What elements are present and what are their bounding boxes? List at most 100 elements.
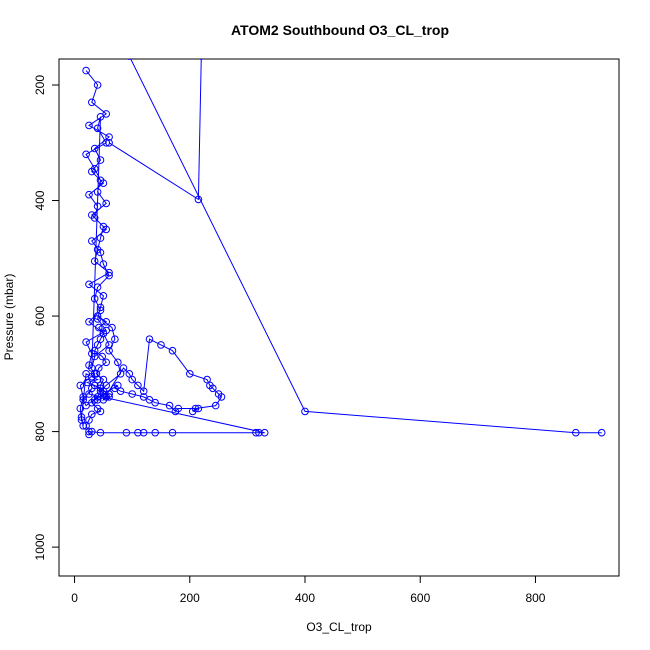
data-point	[95, 364, 103, 372]
x-tick-label: 200	[180, 591, 200, 605]
data-point	[79, 396, 87, 404]
data-point	[260, 428, 269, 437]
data-point	[252, 428, 260, 437]
data-point	[76, 381, 85, 390]
data-point	[171, 407, 180, 416]
data-point	[82, 401, 90, 410]
data-point	[90, 257, 99, 266]
data-point	[186, 370, 194, 378]
data-point	[93, 312, 102, 320]
data-point	[85, 427, 93, 436]
data-point	[93, 202, 102, 211]
data-point	[108, 323, 116, 332]
series-points	[76, 59, 606, 439]
series-line	[79, 70, 265, 436]
data-point	[90, 144, 99, 153]
data-point	[99, 292, 108, 300]
data-point	[93, 375, 102, 384]
chart-title: ATOM2 Southbound O3_CL_trop	[231, 22, 449, 38]
x-tick-label: 0	[71, 591, 78, 605]
data-point	[96, 176, 105, 185]
data-point	[85, 190, 93, 199]
data-point	[99, 329, 108, 338]
data-point	[105, 133, 113, 141]
data-point	[134, 381, 142, 390]
y-tick-label: 200	[33, 75, 47, 95]
y-axis-label: Pressure (mbar)	[2, 274, 16, 361]
x-tick-label: 800	[525, 591, 545, 605]
data-point	[88, 427, 96, 436]
data-point	[98, 352, 106, 361]
data-point	[119, 364, 128, 372]
data-point	[76, 404, 85, 413]
data-point	[572, 428, 580, 437]
data-point	[77, 413, 86, 421]
data-point	[105, 139, 113, 147]
data-point	[139, 428, 148, 437]
data-point	[85, 318, 93, 326]
data-point	[102, 358, 110, 367]
data-point	[194, 404, 203, 413]
data-point	[95, 323, 103, 332]
data-point	[96, 303, 105, 312]
data-point	[99, 260, 108, 268]
data-point	[85, 280, 93, 289]
data-point	[145, 335, 154, 344]
data-point	[99, 222, 108, 231]
data-point	[88, 98, 96, 107]
data-point	[85, 121, 93, 130]
data-point	[114, 381, 122, 390]
x-axis-label: O3_CL_trop	[306, 620, 372, 634]
data-point	[96, 381, 105, 390]
x-tick-label: 600	[410, 591, 430, 605]
plot-area-frame	[58, 58, 620, 577]
data-point	[116, 370, 125, 378]
data-point	[82, 338, 90, 346]
data-point	[102, 139, 110, 147]
data-point	[114, 358, 122, 367]
data-point	[96, 335, 105, 344]
data-point	[96, 113, 105, 121]
data-point	[93, 245, 102, 254]
data-point	[145, 396, 154, 404]
series-line-segment	[108, 59, 202, 201]
data-point	[165, 401, 174, 410]
data-point	[93, 81, 102, 89]
data-point	[128, 390, 136, 398]
data-point	[83, 378, 91, 387]
data-point	[82, 66, 90, 75]
data-point	[105, 390, 113, 398]
data-point	[134, 428, 142, 437]
data-point	[217, 393, 226, 401]
x-axis: 0 200 400 600 800	[71, 575, 546, 605]
x-tick-label: 400	[295, 591, 315, 605]
data-point	[102, 199, 110, 208]
data-point	[105, 341, 113, 349]
data-point	[102, 381, 110, 390]
data-point	[209, 384, 217, 393]
y-axis: 200 400 600 800 1000	[33, 75, 60, 560]
data-point	[85, 416, 93, 424]
data-point	[90, 165, 99, 173]
data-point	[96, 306, 105, 315]
data-point	[88, 237, 96, 245]
data-point	[211, 401, 220, 410]
data-point	[93, 393, 102, 401]
data-point	[93, 188, 102, 196]
data-point	[96, 407, 105, 416]
series-lines	[79, 59, 602, 436]
data-point	[82, 422, 90, 430]
data-point	[105, 271, 113, 280]
data-point	[93, 124, 102, 133]
data-point	[168, 346, 177, 355]
data-point	[151, 428, 159, 437]
data-point	[126, 59, 132, 60]
data-point	[93, 283, 102, 292]
series-line-segment	[130, 59, 602, 434]
y-tick-label: 800	[33, 421, 47, 441]
data-point	[301, 407, 309, 416]
data-point	[194, 195, 203, 204]
data-point	[82, 150, 90, 159]
data-point	[105, 346, 113, 355]
data-point	[90, 381, 99, 390]
